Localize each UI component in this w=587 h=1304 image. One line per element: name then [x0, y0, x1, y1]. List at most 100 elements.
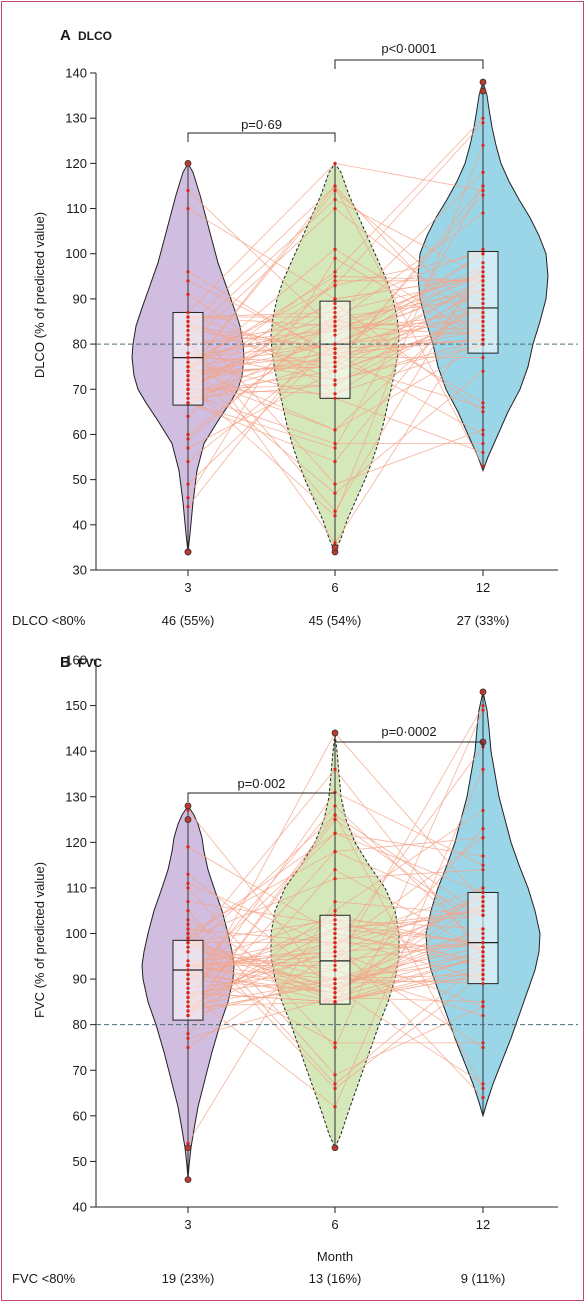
- y-tick-label: 130: [65, 789, 87, 804]
- data-point: [186, 1036, 190, 1040]
- data-point: [333, 514, 337, 518]
- paired-line: [334, 905, 484, 957]
- outlier-point: [479, 78, 487, 86]
- data-point: [481, 808, 485, 813]
- paired-line: [334, 987, 484, 1085]
- data-point: [186, 396, 190, 400]
- data-point: [333, 986, 337, 990]
- data-point: [481, 1045, 485, 1050]
- data-point: [481, 1041, 485, 1045]
- paired-line: [187, 965, 336, 980]
- paired-line: [334, 819, 484, 930]
- paired-line: [187, 190, 336, 331]
- data-point: [186, 941, 190, 945]
- data-point: [333, 541, 337, 545]
- data-point: [481, 972, 485, 977]
- data-point: [186, 991, 190, 995]
- paired-line: [187, 248, 336, 372]
- data-point: [333, 1045, 337, 1050]
- data-point: [186, 446, 190, 450]
- data-point: [186, 337, 190, 342]
- y-tick-label: 100: [65, 926, 87, 941]
- data-point: [481, 143, 485, 147]
- data-point: [333, 188, 337, 193]
- paired-line: [187, 185, 336, 327]
- paired-line: [187, 846, 336, 934]
- data-point: [481, 333, 485, 337]
- paired-line: [334, 253, 484, 354]
- data-point: [481, 193, 485, 197]
- paired-line: [187, 275, 336, 368]
- paired-line: [187, 384, 336, 517]
- data-point: [333, 270, 337, 274]
- data-point: [186, 1004, 190, 1009]
- data-point: [333, 446, 337, 450]
- data-point: [481, 288, 485, 292]
- y-tick-label: 110: [66, 201, 87, 216]
- data-point: [333, 813, 337, 817]
- y-tick-label: 140: [65, 744, 87, 759]
- y-tick-label: 100: [65, 246, 87, 261]
- data-point: [333, 1073, 337, 1077]
- outlier-point: [331, 1144, 339, 1152]
- data-point: [333, 931, 337, 936]
- paired-line: [187, 928, 336, 980]
- panel-a-title: DLCO: [78, 29, 112, 43]
- data-point: [333, 509, 337, 513]
- paired-line: [334, 951, 484, 994]
- paired-line: [334, 851, 484, 916]
- data-point: [481, 292, 485, 296]
- panel-a-plot: 30 40 50 60 70 80 90 100 110 120 130 140 3 6 12 p=0·69 p…: [65, 41, 578, 595]
- y-tick-label: 70: [73, 382, 87, 397]
- y-tick-label: 110: [66, 880, 87, 895]
- y-tick-label: 160: [65, 653, 87, 668]
- data-point: [186, 279, 190, 283]
- data-point: [481, 270, 485, 274]
- paired-line: [334, 837, 484, 948]
- data-point: [186, 945, 190, 949]
- paired-line: [334, 429, 484, 485]
- outlier-point: [479, 688, 487, 696]
- y-tick-label: 60: [73, 1108, 87, 1123]
- paired-line: [334, 814, 484, 916]
- data-point: [333, 831, 337, 835]
- y-tick-label: 40: [73, 517, 87, 532]
- data-point: [481, 963, 485, 968]
- paired-line: [334, 276, 484, 462]
- data-point: [333, 909, 337, 913]
- data-point: [481, 324, 485, 328]
- data-point: [481, 184, 485, 188]
- data-point: [481, 247, 485, 251]
- data-point: [333, 817, 337, 822]
- paired-line: [334, 185, 484, 449]
- data-point: [481, 369, 485, 373]
- paired-line: [187, 343, 336, 359]
- data-point: [333, 197, 337, 202]
- paired-line: [187, 343, 336, 377]
- data-point: [481, 703, 485, 708]
- paired-line: [187, 951, 336, 1048]
- data-point: [333, 369, 337, 373]
- y-tick-label: 140: [65, 66, 87, 81]
- outlier-point: [184, 159, 192, 167]
- paired-line: [334, 896, 484, 953]
- data-point: [186, 505, 190, 509]
- data-point: [333, 441, 337, 446]
- paired-line: [187, 258, 336, 498]
- data-point: [481, 328, 485, 333]
- data-point: [186, 1000, 190, 1004]
- data-point: [186, 927, 190, 931]
- panel-b-letter: B: [60, 654, 71, 671]
- paired-line: [187, 814, 336, 953]
- data-point: [333, 963, 337, 968]
- x-tick-label: 12: [476, 1217, 490, 1232]
- data-point: [186, 387, 190, 391]
- data-point: [186, 1032, 190, 1036]
- paired-line: [334, 266, 484, 331]
- outlier-point: [331, 729, 339, 737]
- data-point: [186, 310, 190, 315]
- data-point: [333, 319, 337, 324]
- paired-line: [334, 1006, 484, 1076]
- data-point: [481, 188, 485, 193]
